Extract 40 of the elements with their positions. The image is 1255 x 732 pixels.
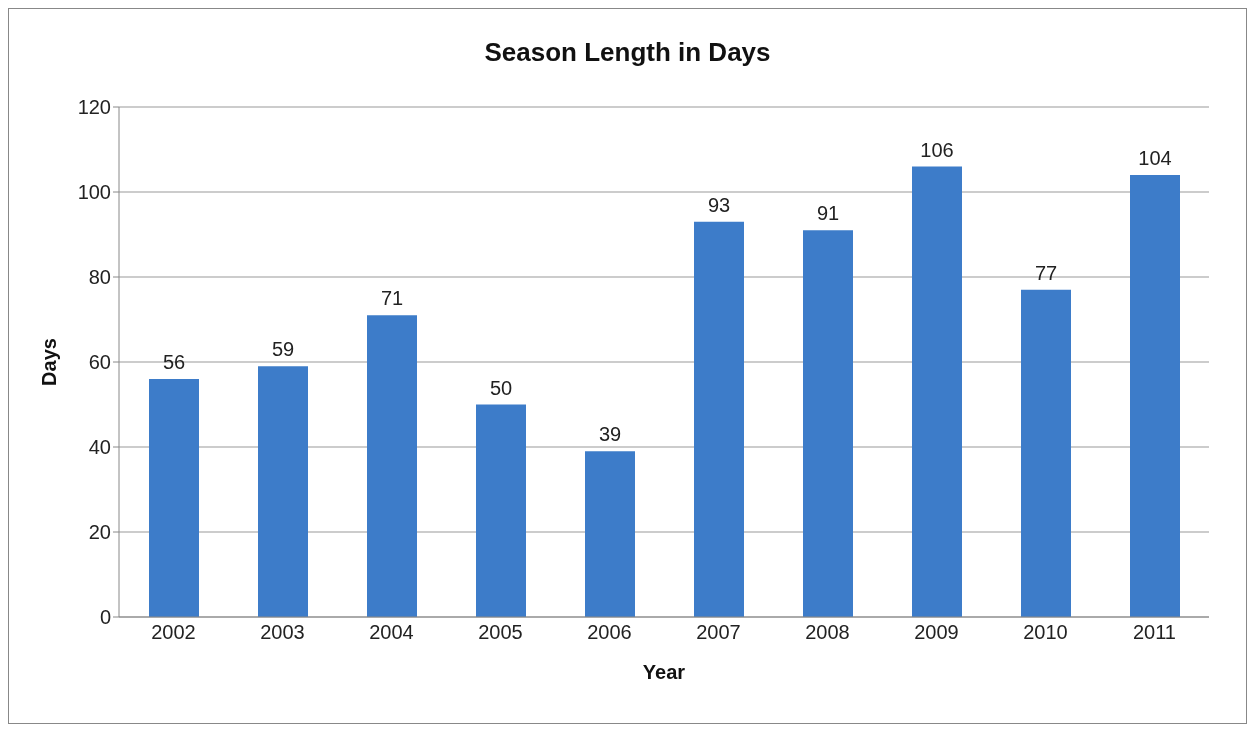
data-label: 56 <box>162 351 186 373</box>
data-label: 106 <box>920 138 954 161</box>
bar <box>585 451 635 617</box>
x-tick-label: 2004 <box>369 621 414 644</box>
data-label: 91 <box>816 202 840 225</box>
y-tick-label: 40 <box>88 436 111 459</box>
bar <box>258 366 308 617</box>
y-tick-label: 60 <box>88 351 111 374</box>
data-label: 59 <box>271 338 295 361</box>
x-tick-label: 2007 <box>696 621 741 644</box>
data-label: 93 <box>707 193 731 216</box>
y-tick-label: 20 <box>88 521 111 544</box>
y-tick-label: 100 <box>77 181 111 204</box>
x-tick-label: 2010 <box>1023 621 1068 644</box>
bar <box>1130 175 1180 617</box>
x-tick-label: 2006 <box>587 621 632 644</box>
y-axis-title: Days <box>38 338 61 386</box>
data-label: 71 <box>380 287 404 310</box>
x-tick-label: 2008 <box>805 621 850 644</box>
bar <box>1021 289 1071 617</box>
y-tick-label: 80 <box>88 266 111 289</box>
y-tick-label: 0 <box>99 606 111 629</box>
bar <box>476 404 526 617</box>
data-label: 104 <box>1138 147 1172 169</box>
x-tick-label: 2003 <box>260 621 305 644</box>
bar <box>149 379 199 617</box>
data-label: 39 <box>598 423 622 446</box>
data-label: 50 <box>489 376 513 399</box>
x-tick-label: 2011 <box>1132 621 1177 644</box>
bar <box>912 166 962 617</box>
data-label: 77 <box>1034 261 1058 284</box>
y-tick-label: 120 <box>77 96 111 119</box>
chart-title: Season Length in Days <box>483 37 772 69</box>
bar <box>694 221 744 617</box>
bar <box>803 230 853 617</box>
bar <box>367 315 417 617</box>
x-tick-label: 2002 <box>151 621 196 644</box>
x-tick-label: 2009 <box>914 621 959 644</box>
x-axis-title: Year <box>642 661 686 683</box>
x-tick-label: 2005 <box>478 621 523 644</box>
